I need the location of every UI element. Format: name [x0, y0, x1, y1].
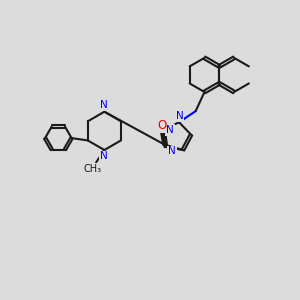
Text: N: N — [166, 125, 174, 135]
Text: N: N — [176, 111, 184, 121]
Text: N: N — [168, 146, 176, 156]
Text: CH₃: CH₃ — [83, 164, 102, 174]
Text: O: O — [157, 119, 167, 132]
Text: N: N — [100, 152, 108, 161]
Text: N: N — [100, 100, 108, 110]
